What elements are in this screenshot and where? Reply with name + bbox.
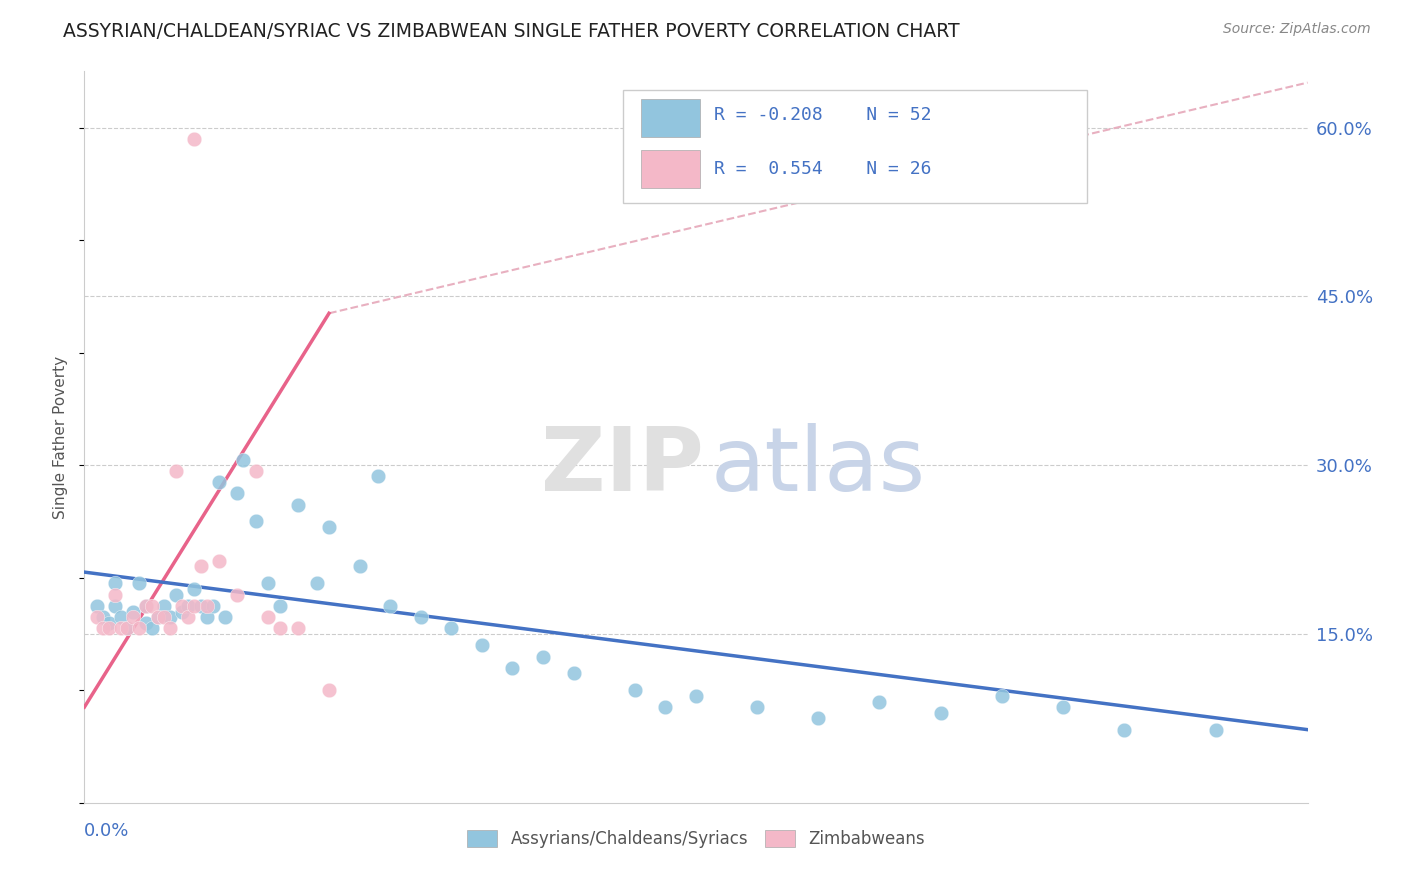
Point	[1205, 723, 1227, 737]
Point	[269, 621, 291, 635]
Point	[869, 694, 891, 708]
Point	[190, 599, 212, 613]
Y-axis label: Single Father Poverty: Single Father Poverty	[53, 356, 69, 518]
Point	[146, 610, 169, 624]
Point	[135, 599, 157, 613]
Point	[269, 599, 291, 613]
Point	[624, 683, 647, 698]
Point	[929, 706, 952, 720]
Point	[208, 554, 231, 568]
Point	[195, 610, 218, 624]
Point	[318, 683, 340, 698]
Point	[226, 588, 249, 602]
Point	[1052, 700, 1074, 714]
Point	[141, 621, 163, 635]
Point	[172, 605, 194, 619]
Point	[305, 576, 328, 591]
Point	[159, 610, 181, 624]
Text: R =  0.554    N = 26: R = 0.554 N = 26	[714, 160, 932, 178]
Point	[654, 700, 676, 714]
Point	[287, 621, 309, 635]
Point	[287, 498, 309, 512]
Point	[245, 515, 267, 529]
Text: atlas: atlas	[710, 423, 927, 510]
Point	[177, 599, 200, 613]
Point	[562, 666, 585, 681]
Text: ZIP: ZIP	[541, 423, 704, 510]
Point	[214, 610, 236, 624]
Point	[226, 486, 249, 500]
Point	[177, 610, 200, 624]
Point	[128, 576, 150, 591]
FancyBboxPatch shape	[641, 151, 700, 188]
Point	[232, 452, 254, 467]
Point	[115, 621, 138, 635]
Point	[183, 132, 205, 146]
FancyBboxPatch shape	[641, 99, 700, 137]
Text: Source: ZipAtlas.com: Source: ZipAtlas.com	[1223, 22, 1371, 37]
Point	[86, 610, 108, 624]
Point	[257, 610, 280, 624]
Point	[91, 621, 114, 635]
Text: R = -0.208    N = 52: R = -0.208 N = 52	[714, 106, 932, 124]
Point	[86, 599, 108, 613]
Point	[190, 559, 212, 574]
Point	[380, 599, 402, 613]
Point	[1114, 723, 1136, 737]
Point	[440, 621, 463, 635]
Point	[110, 610, 132, 624]
Text: ASSYRIAN/CHALDEAN/SYRIAC VS ZIMBABWEAN SINGLE FATHER POVERTY CORRELATION CHART: ASSYRIAN/CHALDEAN/SYRIAC VS ZIMBABWEAN S…	[63, 22, 960, 41]
Point	[165, 588, 187, 602]
Point	[257, 576, 280, 591]
Point	[97, 621, 120, 635]
Point	[153, 599, 176, 613]
Point	[367, 469, 389, 483]
Point	[97, 615, 120, 630]
Point	[409, 610, 432, 624]
Point	[153, 610, 176, 624]
Point	[471, 638, 494, 652]
Point	[104, 576, 127, 591]
Point	[208, 475, 231, 489]
Point	[110, 621, 132, 635]
Point	[146, 610, 169, 624]
Point	[159, 621, 181, 635]
Point	[183, 599, 205, 613]
Point	[349, 559, 371, 574]
Point	[91, 610, 114, 624]
Point	[245, 464, 267, 478]
Point	[104, 588, 127, 602]
Point	[807, 711, 830, 725]
FancyBboxPatch shape	[623, 90, 1087, 203]
Point	[135, 599, 157, 613]
Point	[183, 582, 205, 596]
Point	[122, 605, 145, 619]
Point	[195, 599, 218, 613]
Point	[104, 599, 127, 613]
Point	[141, 599, 163, 613]
Text: 0.0%: 0.0%	[84, 822, 129, 839]
Point	[531, 649, 554, 664]
Point	[172, 599, 194, 613]
Point	[115, 621, 138, 635]
Point	[165, 464, 187, 478]
Point	[201, 599, 224, 613]
Point	[502, 661, 524, 675]
Point	[128, 621, 150, 635]
Point	[122, 610, 145, 624]
Point	[747, 700, 769, 714]
Point	[135, 615, 157, 630]
Point	[685, 689, 707, 703]
Point	[991, 689, 1014, 703]
Legend: Assyrians/Chaldeans/Syriacs, Zimbabweans: Assyrians/Chaldeans/Syriacs, Zimbabweans	[458, 822, 934, 856]
Point	[318, 520, 340, 534]
